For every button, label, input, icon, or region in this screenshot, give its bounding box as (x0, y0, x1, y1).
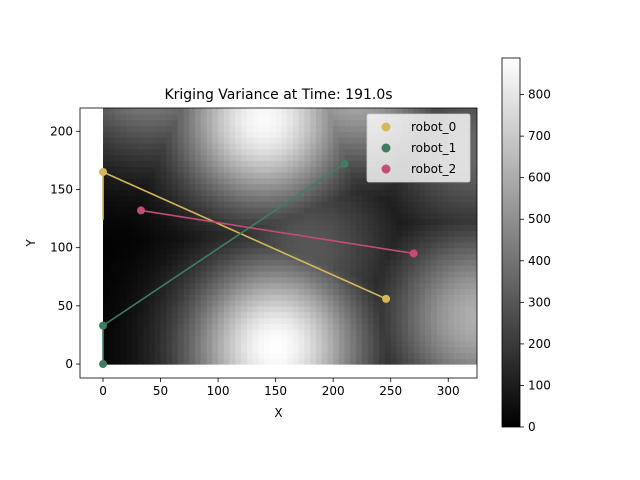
legend-box (366, 113, 471, 183)
robot_1-point (99, 321, 108, 330)
y-axis-ticks: 0 50 100 150 200 (50, 124, 80, 371)
variance-heatmap (103, 108, 477, 365)
robot_0-point (382, 294, 391, 303)
y-tick-label: 50 (58, 299, 73, 313)
robot-trajectories (99, 159, 418, 369)
y-tick-label: 0 (65, 357, 73, 371)
colorbar-tick-label: 300 (528, 295, 551, 309)
colorbar-tick-label: 600 (528, 171, 551, 185)
robot_0-line (102, 171, 387, 300)
robot_0-point (99, 168, 108, 177)
x-tick-label: 100 (207, 384, 230, 398)
colorbar-tick-label: 200 (528, 337, 551, 351)
robot_2-point (409, 249, 418, 258)
legend-label-robot_0: robot_0 (411, 120, 456, 134)
colorbar-ticks: 0 100 200 300 400 500 600 700 800 (520, 88, 551, 434)
chart-title: Kriging Variance at Time: 191.0s (164, 87, 392, 103)
colorbar-tick-label: 400 (528, 254, 551, 268)
robot_2-line (140, 209, 414, 255)
x-tick-label: 0 (99, 384, 107, 398)
x-tick-label: 300 (437, 384, 460, 398)
legend-marker-robot_2 (381, 164, 391, 174)
plot-frame (79, 107, 478, 379)
x-tick-label: 250 (379, 384, 402, 398)
series-robot_0 (99, 168, 391, 303)
colorbar-tick-label: 100 (528, 378, 551, 392)
x-axis-ticks: 0 50 100 150 200 250 300 (99, 378, 460, 398)
y-tick-label: 150 (50, 182, 73, 196)
series-robot_1 (99, 159, 349, 369)
x-tick-label: 150 (264, 384, 287, 398)
x-axis-label: X (274, 406, 282, 420)
y-tick-label: 100 (50, 241, 73, 255)
colorbar-tick-label: 700 (528, 129, 551, 143)
legend-marker-robot_1 (381, 143, 391, 153)
colorbar-tick-label: 800 (528, 88, 551, 102)
robot_1-point (340, 159, 349, 168)
legend-marker-robot_0 (381, 122, 391, 132)
legend-label-robot_2: robot_2 (411, 162, 456, 176)
colorbar-tick-label: 500 (528, 212, 551, 226)
colorbar-tick-label: 0 (528, 420, 536, 434)
legend: robot_0 robot_1 robot_2 (366, 113, 471, 183)
x-tick-label: 200 (322, 384, 345, 398)
robot_1-line (102, 163, 346, 327)
robot_2-point (136, 206, 145, 215)
robot_1-point (99, 360, 108, 369)
series-robot_2 (136, 206, 418, 258)
x-tick-label: 50 (153, 384, 168, 398)
colorbar (501, 57, 521, 428)
y-tick-label: 200 (50, 124, 73, 138)
legend-label-robot_1: robot_1 (411, 141, 456, 155)
y-axis-label: Y (24, 239, 38, 248)
